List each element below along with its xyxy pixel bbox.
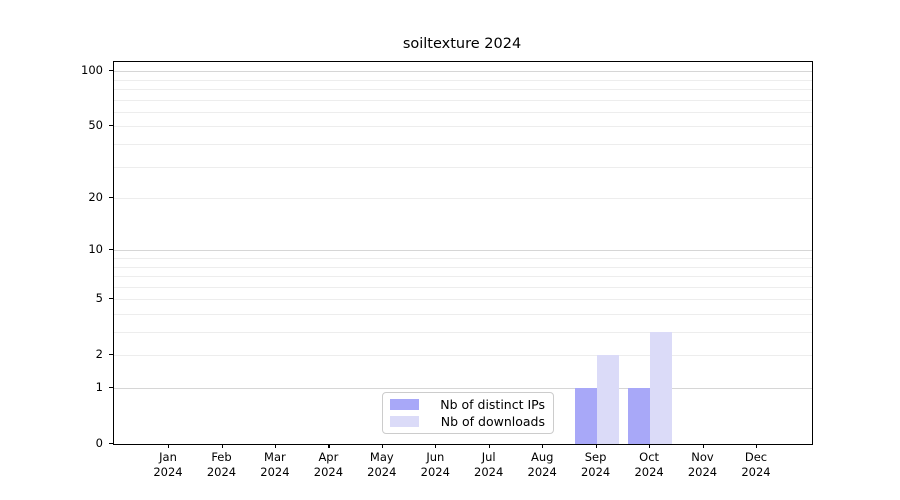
y-axis-tick [109,70,113,72]
y-tick-label: 0 [95,436,103,450]
x-axis-tick [221,444,223,448]
gridline [114,79,812,81]
x-tick-label: Dec 2024 [741,450,771,479]
x-tick-label: Jul 2024 [474,450,504,479]
x-axis-tick [381,444,383,448]
legend-entry: Nb of distinct IPs [390,397,545,412]
x-axis-tick [649,444,651,448]
chart-title: soiltexture 2024 [402,36,522,52]
x-tick-label: Oct 2024 [634,450,664,479]
y-axis-tick [109,354,113,356]
gridline [114,355,812,357]
gridline [114,299,812,301]
x-axis-tick [542,444,544,448]
legend: Nb of distinct IPs Nb of downloads [382,392,554,434]
x-axis-tick [702,444,704,448]
x-tick-label: Sep 2024 [580,450,611,479]
bar [574,388,597,444]
x-axis-tick [488,444,490,448]
x-tick-label: Nov 2024 [687,450,718,479]
legend-label: Nb of downloads [440,414,545,429]
x-tick-label: Mar 2024 [260,450,290,479]
gridline [114,111,812,113]
x-axis-tick [328,444,330,448]
x-axis-tick [274,444,277,448]
x-tick-label: May 2024 [367,450,397,479]
x-axis-tick [756,444,758,448]
gridline [114,71,812,73]
x-tick-label: Apr 2024 [313,450,344,479]
y-tick-label: 1 [95,380,103,394]
gridline [114,313,812,315]
gridline [114,88,812,90]
x-axis-tick [595,444,597,448]
y-tick-label: 5 [95,291,103,306]
gridline [114,143,812,145]
plot-area [113,61,813,445]
gridline [114,266,812,268]
gridline [114,166,812,168]
y-tick-label: 50 [88,118,103,133]
gridline [114,276,812,277]
y-tick-label: 100 [81,63,103,78]
legend-swatch-icon [390,416,419,427]
x-tick-label: Jan 2024 [153,450,183,479]
x-axis-tick [435,444,437,448]
gridline [114,332,812,333]
gridline [114,250,812,252]
y-tick-label: 20 [88,190,103,204]
gridline [114,286,812,288]
legend-label: Nb of distinct IPs [440,397,545,412]
y-tick-label: 10 [88,242,103,257]
y-axis-tick [109,443,113,445]
gridline [114,99,812,101]
x-tick-label: Feb 2024 [206,450,237,479]
y-axis-tick [109,125,113,127]
legend-entry: Nb of downloads [390,414,545,429]
legend-swatch-icon [390,399,419,410]
y-axis-tick [109,298,113,300]
gridline [114,126,812,128]
gridline [114,198,812,199]
bar [628,388,651,444]
gridline [114,257,812,259]
x-tick-label: Aug 2024 [527,450,557,479]
y-axis-tick [109,387,113,389]
y-tick-label: 2 [95,347,103,362]
bar [596,355,619,444]
gridline [114,388,812,389]
bar [650,332,673,444]
x-tick-label: Jun 2024 [420,450,450,479]
y-axis-tick [109,197,113,199]
y-axis-tick [109,249,113,251]
x-axis-tick [168,444,170,448]
